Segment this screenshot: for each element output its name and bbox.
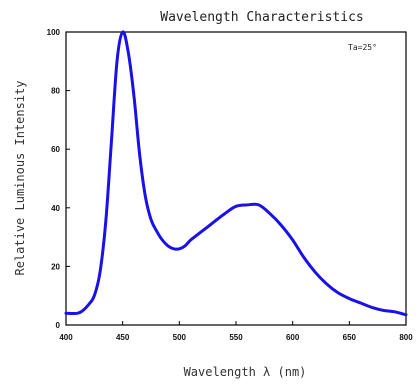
- x-tick-label: 550: [229, 333, 243, 342]
- y-tick-label: 40: [51, 204, 60, 213]
- x-tick-label: 600: [286, 333, 300, 342]
- x-tick-label: 400: [59, 333, 73, 342]
- y-tick-label: 0: [56, 321, 61, 330]
- x-axis-label: Wavelength λ (nm): [184, 365, 307, 379]
- x-tick-label: 500: [173, 333, 187, 342]
- y-tick-label: 20: [51, 262, 60, 271]
- y-tick-label: 100: [47, 28, 61, 37]
- y-axis-label: Relative Luminous Intensity: [13, 80, 27, 275]
- x-tick-label: 800: [399, 333, 413, 342]
- temperature-annotation: Ta=25°: [348, 43, 377, 52]
- chart-title: Wavelength Characteristics: [160, 10, 364, 25]
- axis-ticks: 400 450 500 550 600 650 800 0 20 40 60 80 100: [47, 28, 414, 342]
- intensity-curve: [64, 30, 408, 317]
- y-tick-label: 60: [51, 145, 60, 154]
- x-tick-label: 450: [116, 333, 130, 342]
- y-tick-label: 80: [51, 87, 60, 96]
- x-tick-label: 650: [343, 333, 357, 342]
